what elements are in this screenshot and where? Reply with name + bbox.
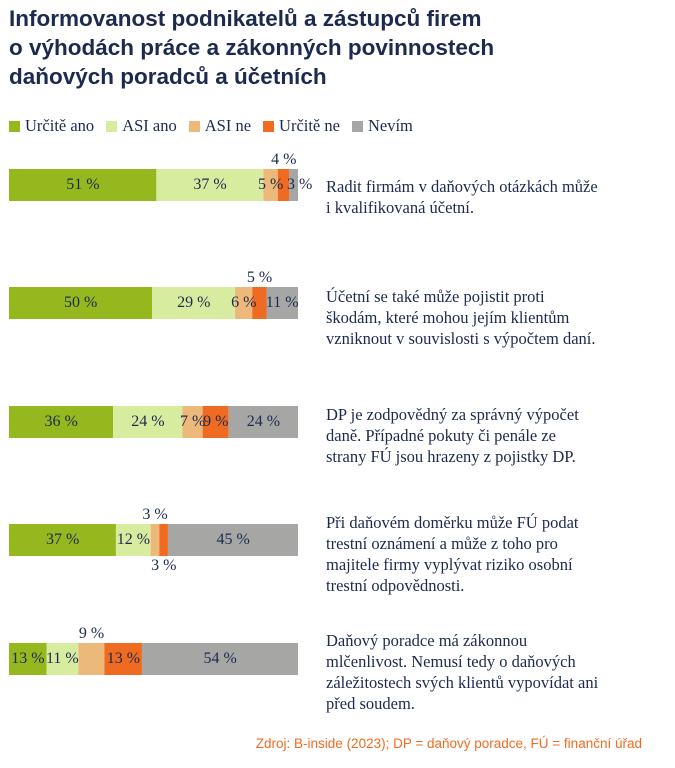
description-line: i kvalifikovaná účetní. <box>326 198 474 217</box>
bar-segment-asi-ano <box>113 406 183 438</box>
bar-segment-asi-ano <box>152 287 236 319</box>
bar-segment-urcite-ano <box>9 287 153 319</box>
legend-swatch <box>9 120 20 132</box>
bar-segment-urcite-ano <box>9 643 47 675</box>
bar-segment-nevim <box>141 643 298 675</box>
data-label: 13 % <box>11 650 45 667</box>
data-label: 54 % <box>203 650 237 667</box>
description-line: záležitostech svých klientů vypovídat an… <box>326 673 599 692</box>
title-line: daňových poradců a účetních <box>9 64 327 89</box>
data-label: 24 % <box>131 413 165 430</box>
description-line: DP je zodpovědný za správný výpočet <box>326 405 579 424</box>
chart-legend: Určitě ano ASI ano ASI ne Určitě ne Neví… <box>9 116 425 136</box>
legend-label: Určitě ne <box>279 116 340 135</box>
description-line: vzniknout v souvislosti s výpočtem daní. <box>326 329 596 348</box>
data-label: 51 % <box>66 176 100 193</box>
title-line: o výhodách práce a zákonných povinnostec… <box>9 35 495 60</box>
bar-segment-nevim <box>228 406 298 438</box>
legend-item-nevim: Nevím <box>351 116 413 136</box>
data-label: 3 % <box>151 557 177 574</box>
bar-segment-urcite-ano <box>9 406 114 438</box>
data-label: 12 % <box>116 531 151 548</box>
description-line: majitele firmy vyplývat riziko osobní <box>326 555 573 574</box>
row-description: Účetní se také může pojistit proti škodá… <box>326 286 640 349</box>
row-description: Při daňovém doměrku může FÚ podat trestn… <box>326 512 640 596</box>
legend-swatch <box>106 120 118 132</box>
description-line: Při daňovém doměrku může FÚ podat <box>326 513 579 532</box>
legend-label: Určitě ano <box>25 116 95 135</box>
bar-segment-nevim <box>289 169 298 201</box>
data-label: 3 % <box>142 506 168 523</box>
legend-swatch <box>263 120 275 132</box>
row-description: Radit firmám v daňových otázkách může i … <box>326 176 640 218</box>
legend-label: ASI ne <box>204 116 252 135</box>
data-label: 9 % <box>203 413 229 430</box>
row-description: Daňový poradce má zákonnou mlčenlivost. … <box>326 630 640 714</box>
source-note: Zdroj: B-inside (2023); DP = daňový pora… <box>255 736 642 751</box>
legend-item-asi-ne: ASI ne <box>188 116 252 136</box>
data-label: 24 % <box>246 413 281 430</box>
data-label: 5 % <box>258 176 284 193</box>
bar-segment-asi-ne <box>235 287 253 319</box>
bar-segment-asi-ne <box>78 643 105 675</box>
description-line: mlčenlivost. Nemusí tedy o daňových <box>326 652 576 671</box>
data-label: 11 % <box>46 650 79 667</box>
data-label: 45 % <box>216 531 250 548</box>
title-line: Informovanost podnikatelů a zástupců fir… <box>9 6 482 31</box>
description-line: Daňový poradce má zákonnou <box>326 631 528 650</box>
data-label: 5 % <box>246 269 273 286</box>
bar-segment-asi-ano <box>46 643 79 675</box>
bar-segment-urcite-ne <box>104 643 142 675</box>
description-line: Radit firmám v daňových otázkách může <box>326 177 598 196</box>
data-label: 9 % <box>78 625 105 642</box>
bar-segment-urcite-ne <box>277 169 290 201</box>
bar-segment-urcite-ano <box>9 169 157 201</box>
description-line: škodám, které mohou jejím klientům <box>326 308 570 327</box>
legend-item-urcite-ano: Určitě ano <box>9 116 94 136</box>
legend-label: ASI ano <box>122 116 177 135</box>
data-label: 13 % <box>106 650 141 667</box>
bar-segment-nevim <box>266 287 298 319</box>
bar-segment-asi-ano <box>156 169 264 201</box>
legend-item-urcite-ne: Určitě ne <box>263 116 340 136</box>
legend-swatch <box>188 120 200 132</box>
bar-segment-urcite-ne <box>159 524 168 556</box>
legend-swatch <box>351 120 363 132</box>
description-line: před soudem. <box>326 694 415 713</box>
bar-segment-asi-ne <box>150 524 160 556</box>
bar-segment-urcite-ano <box>9 524 116 556</box>
data-label: 4 % <box>271 151 297 168</box>
data-label: 7 % <box>180 413 206 430</box>
legend-item-asi-ano: ASI ano <box>106 116 177 136</box>
data-label: 37 % <box>193 176 227 193</box>
chart-title: Informovanost podnikatelů a zástupců fir… <box>9 4 649 91</box>
data-label: 6 % <box>231 294 257 311</box>
description-line: trestní odpovědnosti. <box>326 576 465 595</box>
bar-segment-urcite-ne <box>202 406 229 438</box>
legend-label: Nevím <box>367 116 413 135</box>
data-label: 29 % <box>177 294 211 311</box>
bar-segment-asi-ano <box>115 524 151 556</box>
data-label: 50 % <box>64 294 98 311</box>
description-line: strany FÚ jsou hrazeny z pojistky DP. <box>326 447 576 466</box>
bar-segment-urcite-ne <box>252 287 267 319</box>
description-line: trestní oznámení a může z toho pro <box>326 534 558 553</box>
description-line: daně. Případné pokuty či penále ze <box>326 426 556 445</box>
data-label: 3 % <box>287 176 313 193</box>
description-line: Účetní se také může pojistit proti <box>326 287 545 306</box>
row-description: DP je zodpovědný za správný výpočet daně… <box>326 404 640 467</box>
bar-segment-nevim <box>167 524 298 556</box>
data-label: 11 % <box>265 294 299 311</box>
bar-segment-asi-ne <box>263 169 278 201</box>
data-label: 37 % <box>46 531 80 548</box>
data-label: 36 % <box>44 413 78 430</box>
bar-segment-asi-ne <box>182 406 203 438</box>
